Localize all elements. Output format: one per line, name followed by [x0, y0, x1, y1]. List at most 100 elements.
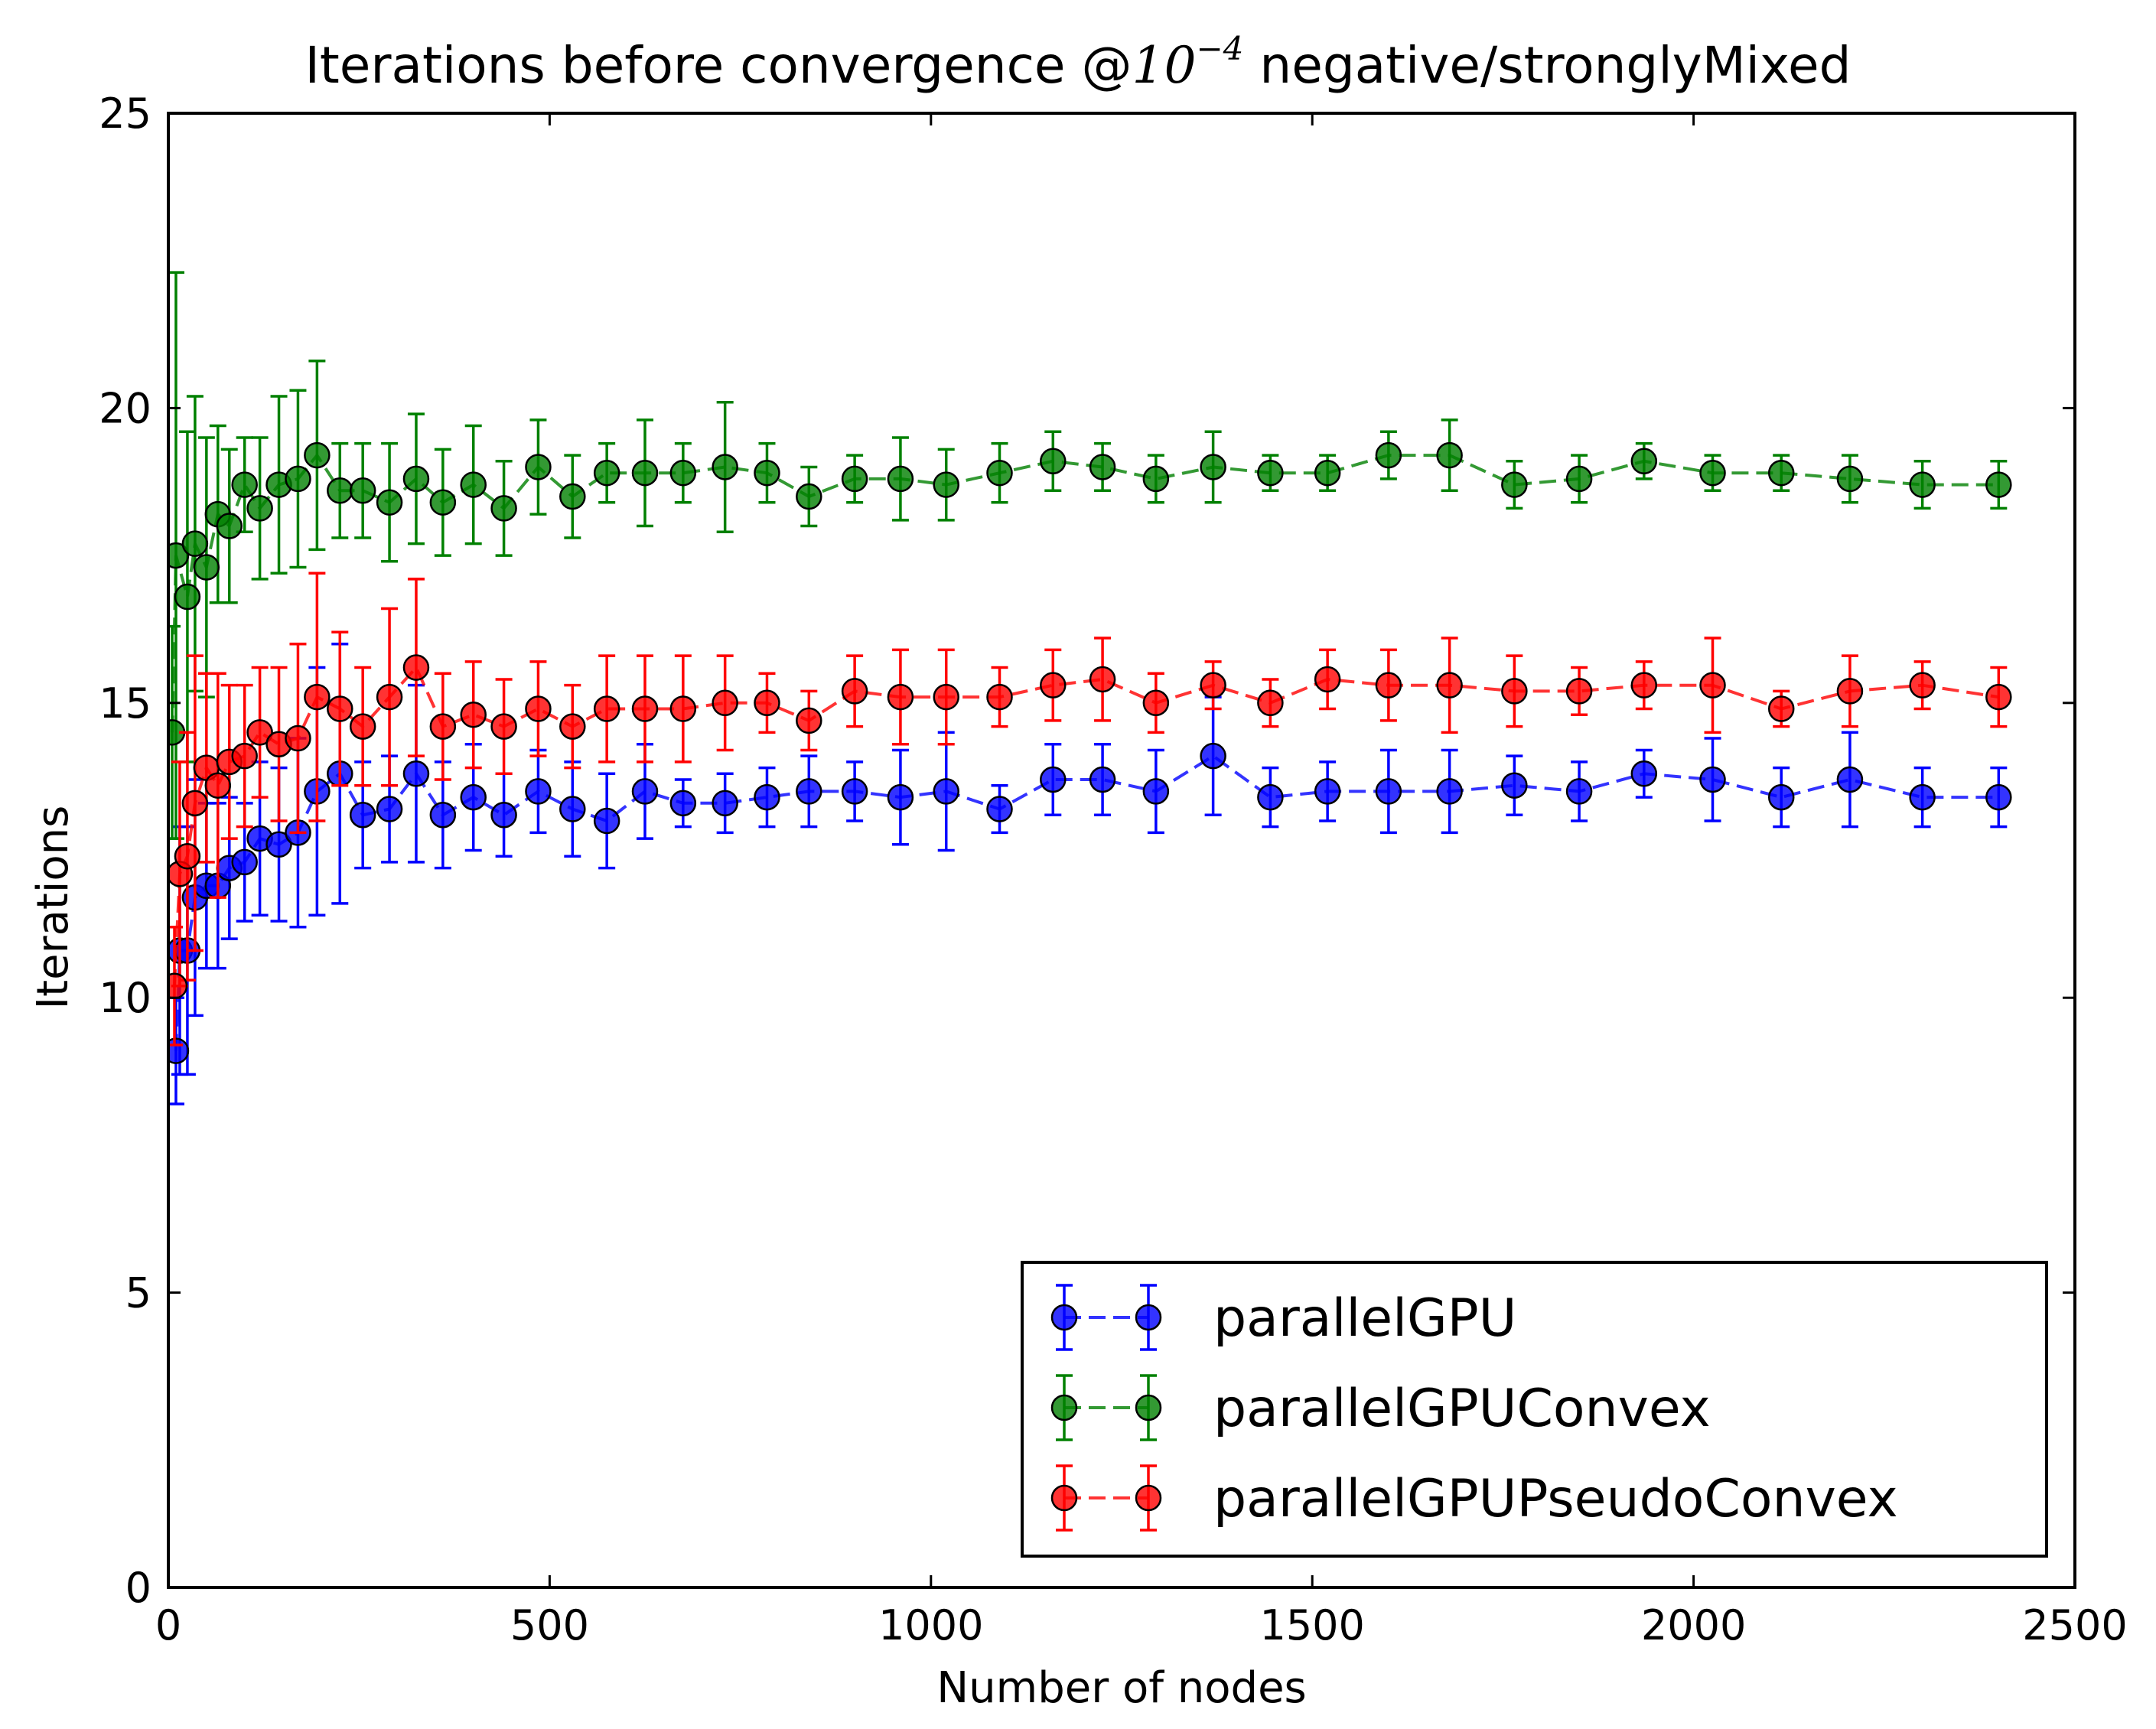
data-point: [559, 796, 586, 822]
series-line-parallelGPUConvex: [171, 452, 1999, 733]
data-point: [285, 465, 311, 493]
data-point: [1767, 695, 1795, 722]
data-point: [490, 802, 517, 829]
data-point: [429, 489, 457, 516]
legend-marker: [1135, 1304, 1162, 1331]
chart-title: Iterations before convergence @10−4 nega…: [305, 30, 1851, 95]
data-point: [1257, 783, 1284, 811]
title-math-base: 10: [1132, 36, 1197, 95]
data-point: [1985, 471, 2012, 498]
data-point: [1699, 459, 1726, 487]
data-point: [887, 683, 914, 711]
data-point: [631, 695, 659, 722]
data-point: [231, 742, 258, 770]
data-point: [1375, 441, 1402, 469]
y-axis-label: Iterations: [28, 806, 78, 1010]
data-point: [1142, 689, 1170, 717]
legend-marker: [1050, 1394, 1078, 1421]
legend-entry-parallelGPU: parallelGPU: [1050, 1284, 1516, 1351]
data-point: [429, 802, 457, 829]
data-point: [1200, 742, 1226, 770]
data-point: [460, 471, 487, 498]
title-main: Iterations before convergence @: [305, 36, 1132, 95]
data-point: [231, 848, 258, 876]
data-point: [933, 778, 959, 805]
data-point: [1257, 459, 1284, 487]
data-point: [754, 783, 780, 811]
data-point: [376, 796, 403, 822]
data-point: [887, 783, 914, 811]
data-point: [1200, 672, 1226, 698]
data-point: [559, 483, 586, 510]
legend-entry-parallelGPUPseudoConvex: parallelGPUPseudoConvex: [1050, 1464, 1898, 1532]
data-point: [841, 778, 868, 805]
data-point: [796, 778, 822, 805]
title-math-exponent: −4: [1196, 30, 1243, 67]
data-point: [525, 778, 552, 805]
series-parallelGPUPseudoConvex: [168, 571, 2012, 1047]
legend-label: parallelGPUConvex: [1213, 1379, 1711, 1439]
legend-entry-parallelGPUConvex: parallelGPUConvex: [1050, 1374, 1711, 1441]
data-point: [796, 483, 822, 510]
data-point: [327, 477, 353, 504]
data-point: [1699, 766, 1726, 793]
data-point: [933, 683, 959, 711]
data-point: [593, 807, 620, 835]
data-point: [1909, 783, 1936, 811]
data-point: [1314, 666, 1341, 693]
data-point: [1699, 672, 1726, 698]
x-tick-label: 1500: [1259, 1601, 1364, 1649]
data-point: [402, 465, 430, 493]
y-tick-label: 10: [99, 974, 151, 1022]
x-tick-label: 2500: [2022, 1601, 2127, 1649]
data-point: [1501, 678, 1528, 705]
data-point: [1909, 672, 1936, 698]
data-point: [669, 459, 697, 487]
data-point: [1375, 672, 1402, 698]
data-point: [669, 790, 697, 817]
data-point: [1089, 766, 1116, 793]
data-point: [986, 683, 1013, 711]
data-point: [490, 713, 517, 740]
data-point: [712, 454, 738, 480]
data-point: [216, 513, 243, 539]
data-point: [1565, 678, 1593, 705]
data-point: [1767, 459, 1795, 487]
legend-marker: [1050, 1304, 1078, 1331]
data-point: [1089, 666, 1116, 693]
data-point: [841, 678, 868, 705]
data-point: [669, 695, 697, 722]
data-point: [304, 683, 331, 711]
axes-frame: [167, 112, 2076, 1589]
data-point: [1836, 678, 1864, 705]
data-point: [712, 790, 738, 817]
data-point: [193, 554, 220, 581]
data-point: [1501, 772, 1528, 799]
data-point: [712, 689, 738, 717]
data-point: [887, 465, 914, 493]
data-point: [1630, 448, 1658, 475]
data-point: [1436, 778, 1463, 805]
x-axis-label: Number of nodes: [936, 1663, 1306, 1713]
plot-frame: [167, 112, 2076, 1589]
data-point: [1089, 454, 1116, 480]
title-suffix: negative/stronglyMixed: [1243, 36, 1851, 95]
data-point: [460, 701, 487, 728]
data-point: [181, 790, 209, 817]
x-tick-label: 500: [510, 1601, 589, 1649]
data-point: [1985, 683, 2012, 711]
data-point: [1314, 778, 1341, 805]
y-tick-label: 15: [99, 679, 151, 728]
data-point: [1142, 465, 1170, 493]
data-point: [429, 713, 457, 740]
data-point: [376, 489, 403, 516]
data-point: [754, 459, 780, 487]
legend: parallelGPU parallelGPUConvex parallelGPUP…: [1021, 1261, 2048, 1558]
data-point: [1257, 689, 1284, 717]
data-point: [174, 842, 201, 870]
data-point: [1436, 672, 1463, 698]
data-point: [1142, 778, 1170, 805]
y-tick-label: 0: [125, 1564, 151, 1612]
data-point: [754, 689, 780, 717]
